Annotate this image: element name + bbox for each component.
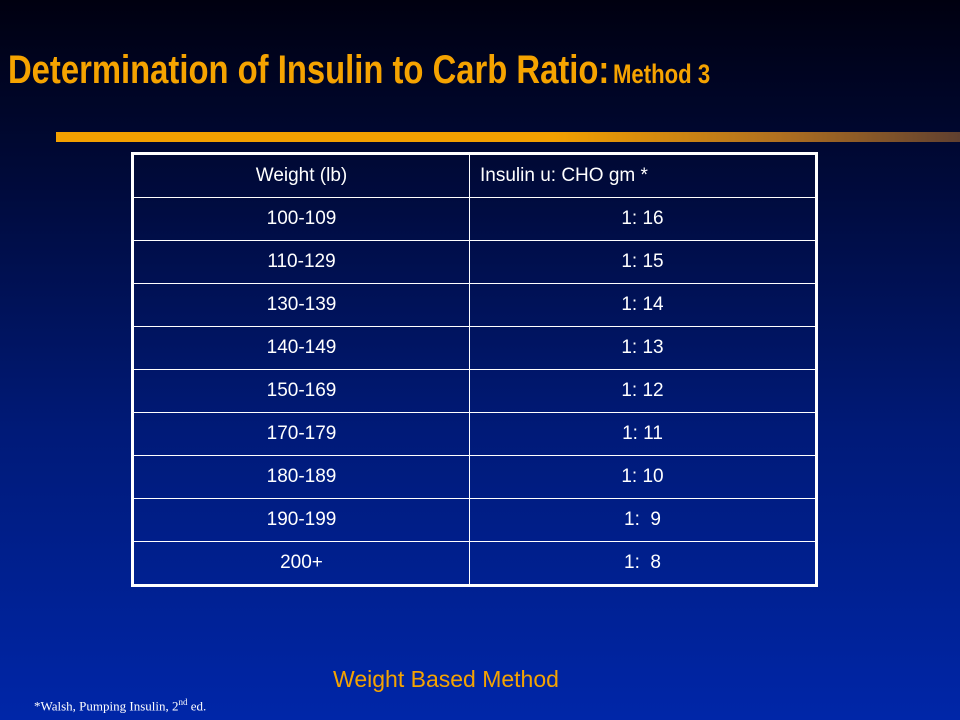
weight-cell: 200+	[132, 541, 470, 586]
table-row: 190-199 1: 9	[132, 498, 817, 542]
slide-title-main: Determination of Insulin to Carb Ratio:	[8, 48, 610, 92]
slide-title: Determination of Insulin to Carb Ratio: …	[8, 48, 710, 93]
ratio-cell: 1: 14	[469, 283, 817, 327]
header-ratio: Insulin u: CHO gm *	[469, 153, 817, 198]
header-weight: Weight (lb)	[132, 153, 470, 198]
ratio-cell: 1: 16	[469, 197, 817, 241]
ratio-table: Weight (lb) Insulin u: CHO gm * 100-109 1…	[131, 152, 818, 587]
table-row: 170-179 1: 11	[132, 412, 817, 456]
ratio-cell: 1: 10	[469, 455, 817, 499]
citation-footnote: *Walsh, Pumping Insulin, 2nd ed.	[34, 697, 206, 714]
weight-cell: 130-139	[132, 283, 470, 327]
table-row: 140-149 1: 13	[132, 326, 817, 370]
slide-title-sub: Method 3	[612, 59, 711, 89]
ratio-cell: 1: 15	[469, 240, 817, 284]
method-label: Weight Based Method	[333, 666, 559, 692]
ratio-cell: 1: 12	[469, 369, 817, 413]
weight-cell: 150-169	[132, 369, 470, 413]
weight-cell: 170-179	[132, 412, 470, 456]
ratio-cell: 1: 8	[469, 541, 817, 586]
ratio-cell: 1: 11	[469, 412, 817, 456]
table-row: 130-139 1: 14	[132, 283, 817, 327]
title-divider	[56, 132, 960, 142]
weight-cell: 190-199	[132, 498, 470, 542]
table-row: 180-189 1: 10	[132, 455, 817, 499]
footnote-suffix: ed.	[187, 698, 207, 714]
weight-cell: 140-149	[132, 326, 470, 370]
table-row: 110-129 1: 15	[132, 240, 817, 284]
footnote-superscript: nd	[178, 697, 188, 707]
ratio-cell: 1: 13	[469, 326, 817, 370]
weight-cell: 180-189	[132, 455, 470, 499]
table-row: 200+ 1: 8	[132, 541, 817, 586]
footnote-text: *Walsh, Pumping Insulin, 2	[34, 698, 179, 714]
ratio-cell: 1: 9	[469, 498, 817, 542]
table-header-row: Weight (lb) Insulin u: CHO gm *	[132, 153, 817, 198]
table-row: 100-109 1: 16	[132, 197, 817, 241]
table-row: 150-169 1: 12	[132, 369, 817, 413]
weight-cell: 100-109	[132, 197, 470, 241]
weight-cell: 110-129	[132, 240, 470, 284]
